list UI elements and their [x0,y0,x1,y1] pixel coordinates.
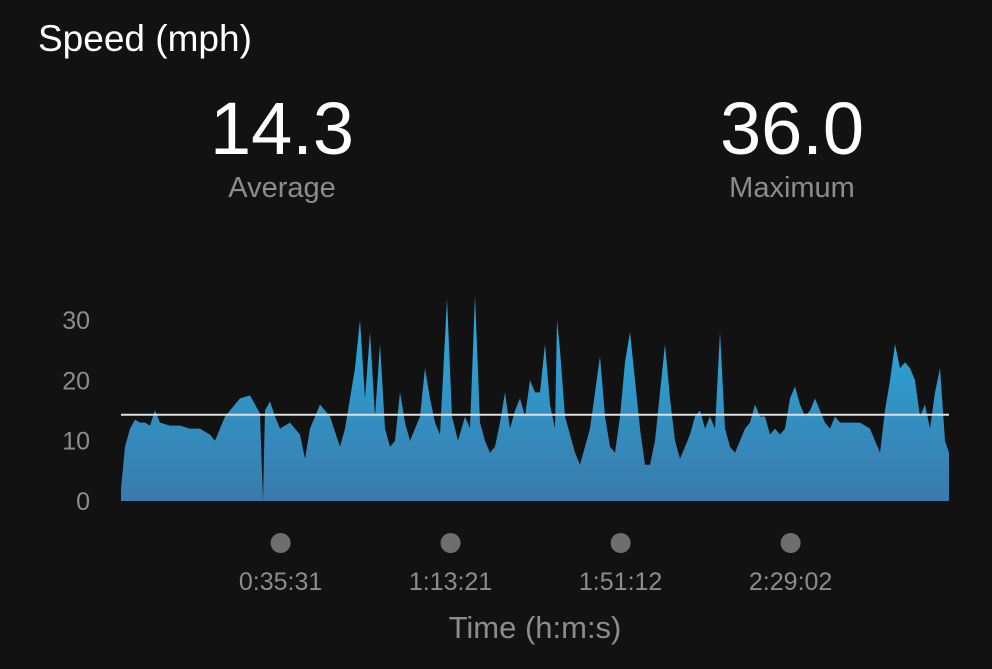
x-tick-marker[interactable] [440,533,461,553]
x-tick-label: 2:29:02 [749,568,832,596]
x-tick-marker[interactable] [780,533,801,553]
average-stat: 14.3 Average [132,92,432,205]
maximum-stat: 36.0 Maximum [642,92,942,205]
speed-area [121,295,949,501]
average-value: 14.3 [209,87,355,170]
average-label: Average [228,172,336,204]
x-tick-marker[interactable] [270,533,291,553]
y-tick-label: 30 [62,307,90,335]
x-tick-marker[interactable] [610,533,631,553]
y-tick-label: 10 [62,428,90,456]
y-tick-label: 20 [62,367,90,395]
chart-title: Speed (mph) [38,18,252,59]
maximum-value: 36.0 [719,87,865,170]
x-tick-label: 0:35:31 [239,568,322,596]
maximum-label: Maximum [729,172,855,204]
x-axis-label: Time (h:m:s) [449,610,622,645]
x-tick-label: 1:51:12 [579,568,662,596]
y-tick-label: 0 [76,488,90,516]
x-tick-label: 1:13:21 [409,568,492,596]
